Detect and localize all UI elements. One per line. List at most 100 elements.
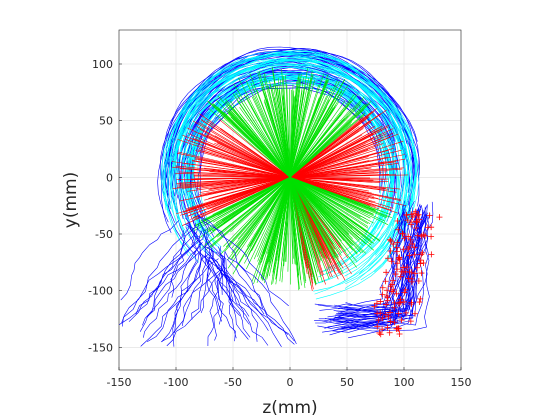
- ray-line: [289, 177, 364, 235]
- ray-line: [289, 177, 381, 242]
- plus-marker: [414, 264, 421, 271]
- ray-line: [289, 177, 369, 229]
- ray-line: [289, 84, 320, 178]
- ray-line: [289, 84, 294, 178]
- ray-line: [278, 91, 291, 178]
- ray-line: [191, 160, 291, 178]
- ray-line: [289, 149, 402, 178]
- ray-line: [289, 163, 399, 178]
- ray-line: [264, 73, 291, 178]
- ray-line: [188, 133, 291, 178]
- exit-track: [204, 255, 236, 342]
- ray-line: [207, 177, 291, 210]
- ray-line: [211, 177, 291, 234]
- plus-marker: [399, 230, 406, 237]
- ray-line: [238, 77, 291, 178]
- ray-line: [289, 177, 360, 239]
- ray-line: [289, 177, 376, 203]
- exit-track: [128, 236, 197, 322]
- y-tick-label: -150: [88, 341, 113, 354]
- ray-line: [289, 177, 339, 258]
- plus-marker: [377, 331, 384, 338]
- ray-line: [289, 101, 372, 178]
- ray-line: [193, 175, 291, 178]
- plus-marker: [393, 290, 400, 297]
- ray-line: [191, 177, 291, 181]
- ray-line: [216, 142, 291, 178]
- plus-marker: [415, 278, 422, 285]
- exit-track: [143, 250, 197, 338]
- ray-line: [289, 143, 381, 178]
- plus-marker: [385, 313, 392, 320]
- ray-line: [256, 177, 291, 283]
- x-tick-label: 50: [340, 376, 354, 389]
- ray-line: [289, 177, 342, 242]
- ray-line: [289, 177, 369, 192]
- y-tick-label: 50: [99, 115, 113, 128]
- exit-track: [327, 201, 411, 318]
- plus-marker: [395, 300, 402, 307]
- plus-marker: [394, 266, 401, 273]
- ray-line: [187, 177, 291, 192]
- ray-line: [289, 84, 306, 178]
- ring-track: [161, 51, 420, 257]
- exit-track: [172, 254, 204, 347]
- ray-line: [289, 177, 360, 236]
- ray-line: [289, 89, 311, 178]
- ray-line: [289, 177, 340, 274]
- ray-line: [289, 177, 303, 265]
- plus-marker: [411, 310, 418, 317]
- ray-line: [239, 107, 291, 178]
- exit-track: [218, 246, 249, 340]
- axis-ticks: -150 -100 -50 0 50 100 150 -150 -100 -50 0 50 100: [88, 58, 471, 389]
- ray-line: [183, 177, 291, 215]
- ray-line: [204, 177, 291, 221]
- ray-line: [289, 116, 370, 178]
- ray-line: [257, 177, 291, 257]
- y-tick-label: 100: [92, 58, 113, 71]
- ray-line: [196, 126, 291, 178]
- exit-track: [201, 218, 241, 316]
- plus-marker: [408, 301, 415, 308]
- ray-line: [289, 134, 363, 178]
- exit-track: [191, 234, 210, 320]
- ray-line: [279, 177, 291, 282]
- ray-line: [289, 177, 374, 224]
- x-tick-label: -100: [164, 376, 189, 389]
- ray-line: [265, 98, 291, 178]
- plus-marker: [417, 257, 424, 264]
- ring-track: [193, 83, 388, 246]
- ray-line: [208, 108, 291, 178]
- ray-line: [287, 177, 291, 272]
- plus-marker: [390, 277, 397, 284]
- plus-marker: [394, 217, 401, 224]
- plus-marker: [409, 214, 416, 221]
- ray-line: [289, 79, 328, 178]
- plus-marker: [411, 270, 418, 277]
- ray-line: [289, 103, 366, 178]
- plus-marker: [394, 248, 401, 255]
- ray-line: [277, 177, 291, 261]
- plus-marker: [406, 252, 413, 259]
- plus-marker: [404, 217, 411, 224]
- plus-marker: [387, 318, 394, 325]
- plus-marker: [417, 260, 424, 267]
- ray-line: [225, 177, 291, 248]
- exit-track: [161, 253, 200, 343]
- exit-track: [226, 258, 295, 345]
- ray-line: [289, 160, 370, 178]
- exit-track: [119, 242, 203, 325]
- ray-line: [229, 104, 291, 178]
- ray-line: [195, 177, 291, 198]
- ray-line: [227, 177, 291, 269]
- plus-marker: [411, 244, 418, 251]
- ray-line: [223, 177, 291, 247]
- ray-line: [289, 124, 390, 178]
- ray-line: [289, 177, 392, 218]
- x-tick-label: 0: [287, 376, 294, 389]
- plus-marker: [387, 283, 394, 290]
- ray-line: [289, 142, 367, 178]
- ray-line: [194, 138, 291, 178]
- ray-line: [289, 177, 336, 259]
- ray-line: [289, 177, 310, 259]
